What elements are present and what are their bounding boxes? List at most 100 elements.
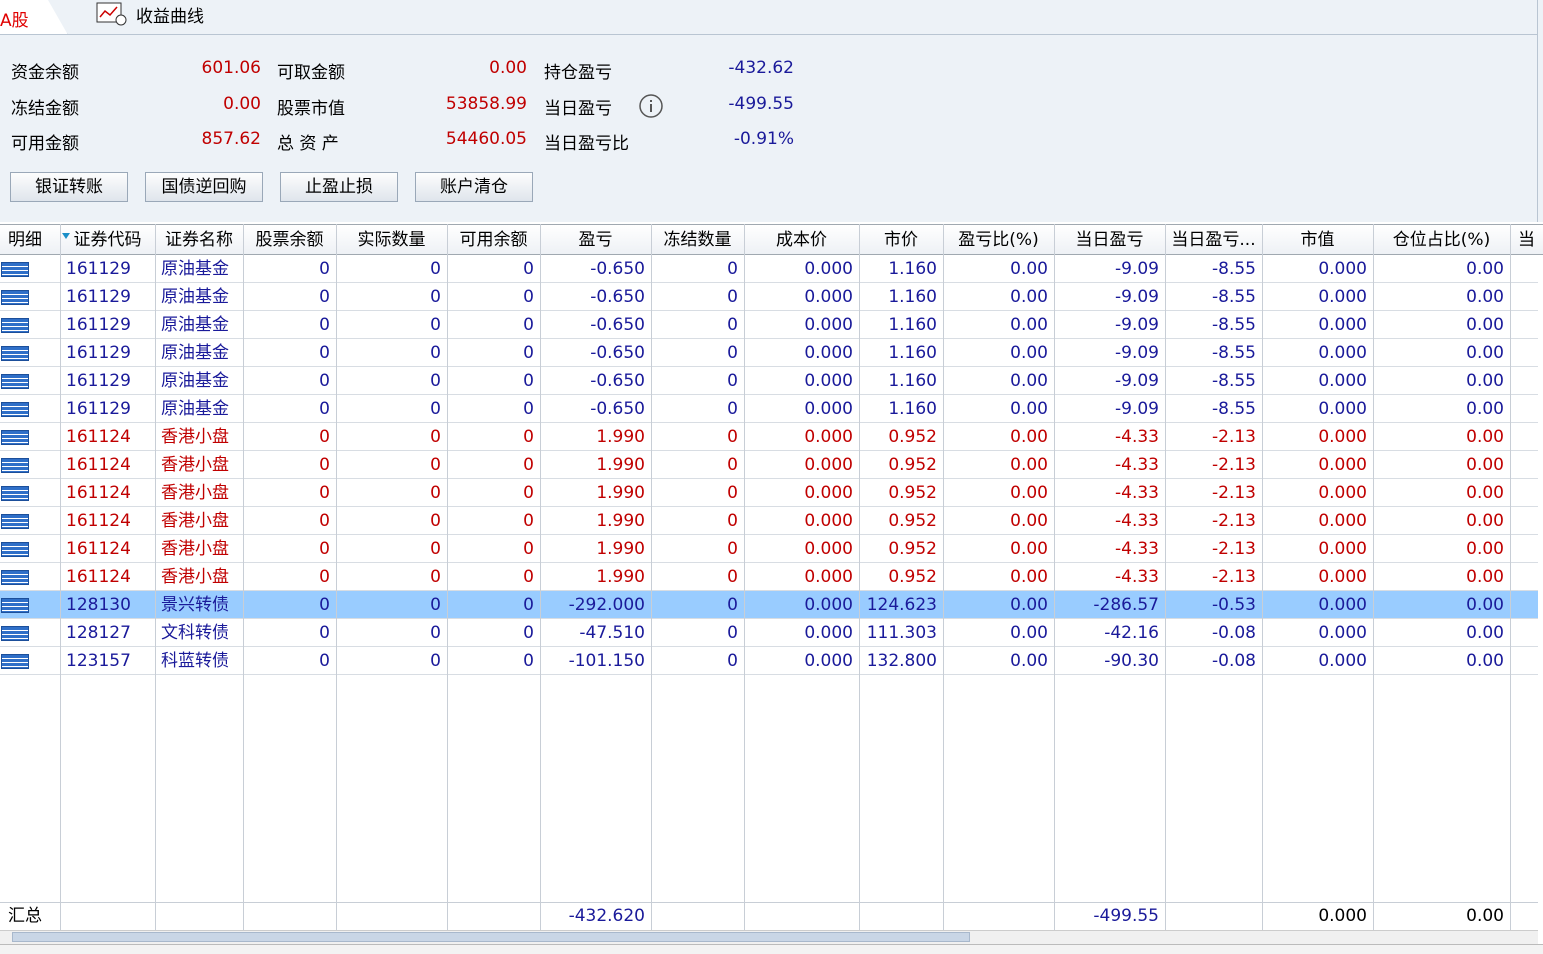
detail-icon[interactable] bbox=[1, 626, 29, 641]
detail-icon[interactable] bbox=[1, 458, 29, 473]
table-cell: 0.000 bbox=[804, 343, 853, 363]
table-cell: -4.33 bbox=[1115, 511, 1159, 531]
table-cell: 0 bbox=[430, 511, 441, 531]
detail-icon[interactable] bbox=[1, 346, 29, 361]
table-cell: -2.13 bbox=[1212, 511, 1256, 531]
table-cell: -4.33 bbox=[1115, 567, 1159, 587]
column-header[interactable]: 当日盈亏 bbox=[1075, 230, 1144, 250]
column-header[interactable]: 证券代码 bbox=[73, 230, 142, 250]
column-header[interactable]: 市价 bbox=[884, 230, 918, 250]
table-cell: 0 bbox=[523, 315, 534, 335]
column-line bbox=[859, 224, 860, 930]
column-header[interactable]: 盈亏 bbox=[578, 230, 613, 250]
detail-icon[interactable] bbox=[1, 262, 29, 277]
tab-market[interactable]: A股 bbox=[0, 11, 29, 31]
column-header[interactable]: 证券名称 bbox=[165, 230, 233, 250]
table-cell: 161124 bbox=[66, 427, 131, 447]
table-cell: 科蓝转债 bbox=[161, 651, 229, 671]
table-cell: 0 bbox=[727, 399, 738, 419]
row-line bbox=[0, 310, 1538, 311]
table-cell: 0 bbox=[319, 567, 330, 587]
footer-cell: 0.00 bbox=[1466, 906, 1504, 926]
detail-icon[interactable] bbox=[1, 374, 29, 389]
table-cell: 0.00 bbox=[1466, 287, 1504, 307]
summary-label: 可取金额 bbox=[277, 63, 345, 83]
table-cell: 0.000 bbox=[1318, 623, 1367, 643]
table-cell: 0.000 bbox=[804, 315, 853, 335]
table-cell: 0.000 bbox=[1318, 539, 1367, 559]
table-cell: 0 bbox=[523, 651, 534, 671]
table-cell: 0 bbox=[430, 455, 441, 475]
detail-icon[interactable] bbox=[1, 290, 29, 305]
column-header[interactable]: 当日盈亏... bbox=[1171, 230, 1256, 250]
action-button[interactable]: 账户清仓 bbox=[415, 172, 533, 202]
table-cell: -8.55 bbox=[1212, 315, 1256, 335]
column-header[interactable]: 市值 bbox=[1300, 230, 1335, 250]
table-cell: 161129 bbox=[66, 287, 131, 307]
summary-value: 0.00 bbox=[223, 94, 261, 114]
column-header[interactable]: 实际数量 bbox=[357, 230, 426, 250]
table-cell: -2.13 bbox=[1212, 567, 1256, 587]
table-cell: -2.13 bbox=[1212, 539, 1256, 559]
table-cell: 0 bbox=[523, 399, 534, 419]
action-button[interactable]: 国债逆回购 bbox=[145, 172, 263, 202]
row-line bbox=[0, 422, 1538, 423]
table-cell: 0.000 bbox=[804, 399, 853, 419]
table-cell: 0.000 bbox=[1318, 595, 1367, 615]
table-cell: 0.00 bbox=[1010, 623, 1048, 643]
table-cell: -9.09 bbox=[1115, 399, 1159, 419]
column-header[interactable]: 股票余额 bbox=[255, 230, 324, 250]
table-cell: -0.650 bbox=[590, 399, 645, 419]
tab-line bbox=[0, 34, 1538, 35]
column-header[interactable]: 冻结数量 bbox=[663, 230, 732, 250]
panel-border bbox=[1537, 0, 1538, 222]
row-line bbox=[0, 590, 1538, 591]
scroll-thumb[interactable] bbox=[12, 932, 970, 942]
table-cell: 文科转债 bbox=[161, 623, 229, 643]
table-cell: 0.952 bbox=[888, 511, 937, 531]
table-cell: 128130 bbox=[66, 595, 131, 615]
table-cell: 0.00 bbox=[1466, 343, 1504, 363]
row-line bbox=[0, 506, 1538, 507]
detail-icon[interactable] bbox=[1, 598, 29, 613]
table-cell: 0 bbox=[523, 259, 534, 279]
detail-icon[interactable] bbox=[1, 430, 29, 445]
tab-curve[interactable]: 收益曲线 bbox=[136, 7, 204, 27]
table-cell: -0.650 bbox=[590, 259, 645, 279]
action-button[interactable]: 银证转账 bbox=[10, 172, 128, 202]
column-header[interactable]: 可用余额 bbox=[459, 230, 528, 250]
info-icon[interactable] bbox=[638, 93, 664, 119]
column-header[interactable]: 盈亏比(%) bbox=[958, 230, 1039, 250]
detail-icon[interactable] bbox=[1, 654, 29, 669]
action-button[interactable]: 止盈止损 bbox=[280, 172, 398, 202]
detail-icon[interactable] bbox=[1, 570, 29, 585]
row-line bbox=[0, 450, 1538, 451]
table-cell: 0.000 bbox=[804, 623, 853, 643]
table-cell: 124.623 bbox=[866, 595, 937, 615]
table-cell: 0 bbox=[727, 511, 738, 531]
table-cell: 0 bbox=[727, 315, 738, 335]
column-line bbox=[243, 224, 244, 930]
curve-icon bbox=[96, 2, 127, 26]
column-header[interactable]: 明细 bbox=[8, 230, 42, 250]
table-cell: 1.990 bbox=[596, 483, 645, 503]
table-cell: 0.000 bbox=[804, 567, 853, 587]
detail-icon[interactable] bbox=[1, 402, 29, 417]
table-cell: 香港小盘 bbox=[161, 567, 229, 587]
detail-icon[interactable] bbox=[1, 486, 29, 501]
detail-icon[interactable] bbox=[1, 542, 29, 557]
table-cell: 161129 bbox=[66, 259, 131, 279]
table-cell: 0.00 bbox=[1466, 623, 1504, 643]
column-header[interactable]: 仓位占比(%) bbox=[1392, 230, 1491, 250]
table-cell: 0.952 bbox=[888, 539, 937, 559]
row-line bbox=[0, 562, 1538, 563]
table-cell: 0 bbox=[727, 259, 738, 279]
column-header[interactable]: 当 bbox=[1518, 230, 1535, 250]
table-cell: 0 bbox=[430, 651, 441, 671]
detail-icon[interactable] bbox=[1, 318, 29, 333]
table-cell: 香港小盘 bbox=[161, 511, 229, 531]
column-header[interactable]: 成本价 bbox=[776, 230, 827, 250]
table-cell: 香港小盘 bbox=[161, 483, 229, 503]
detail-icon[interactable] bbox=[1, 514, 29, 529]
table-cell: 0.000 bbox=[1318, 455, 1367, 475]
